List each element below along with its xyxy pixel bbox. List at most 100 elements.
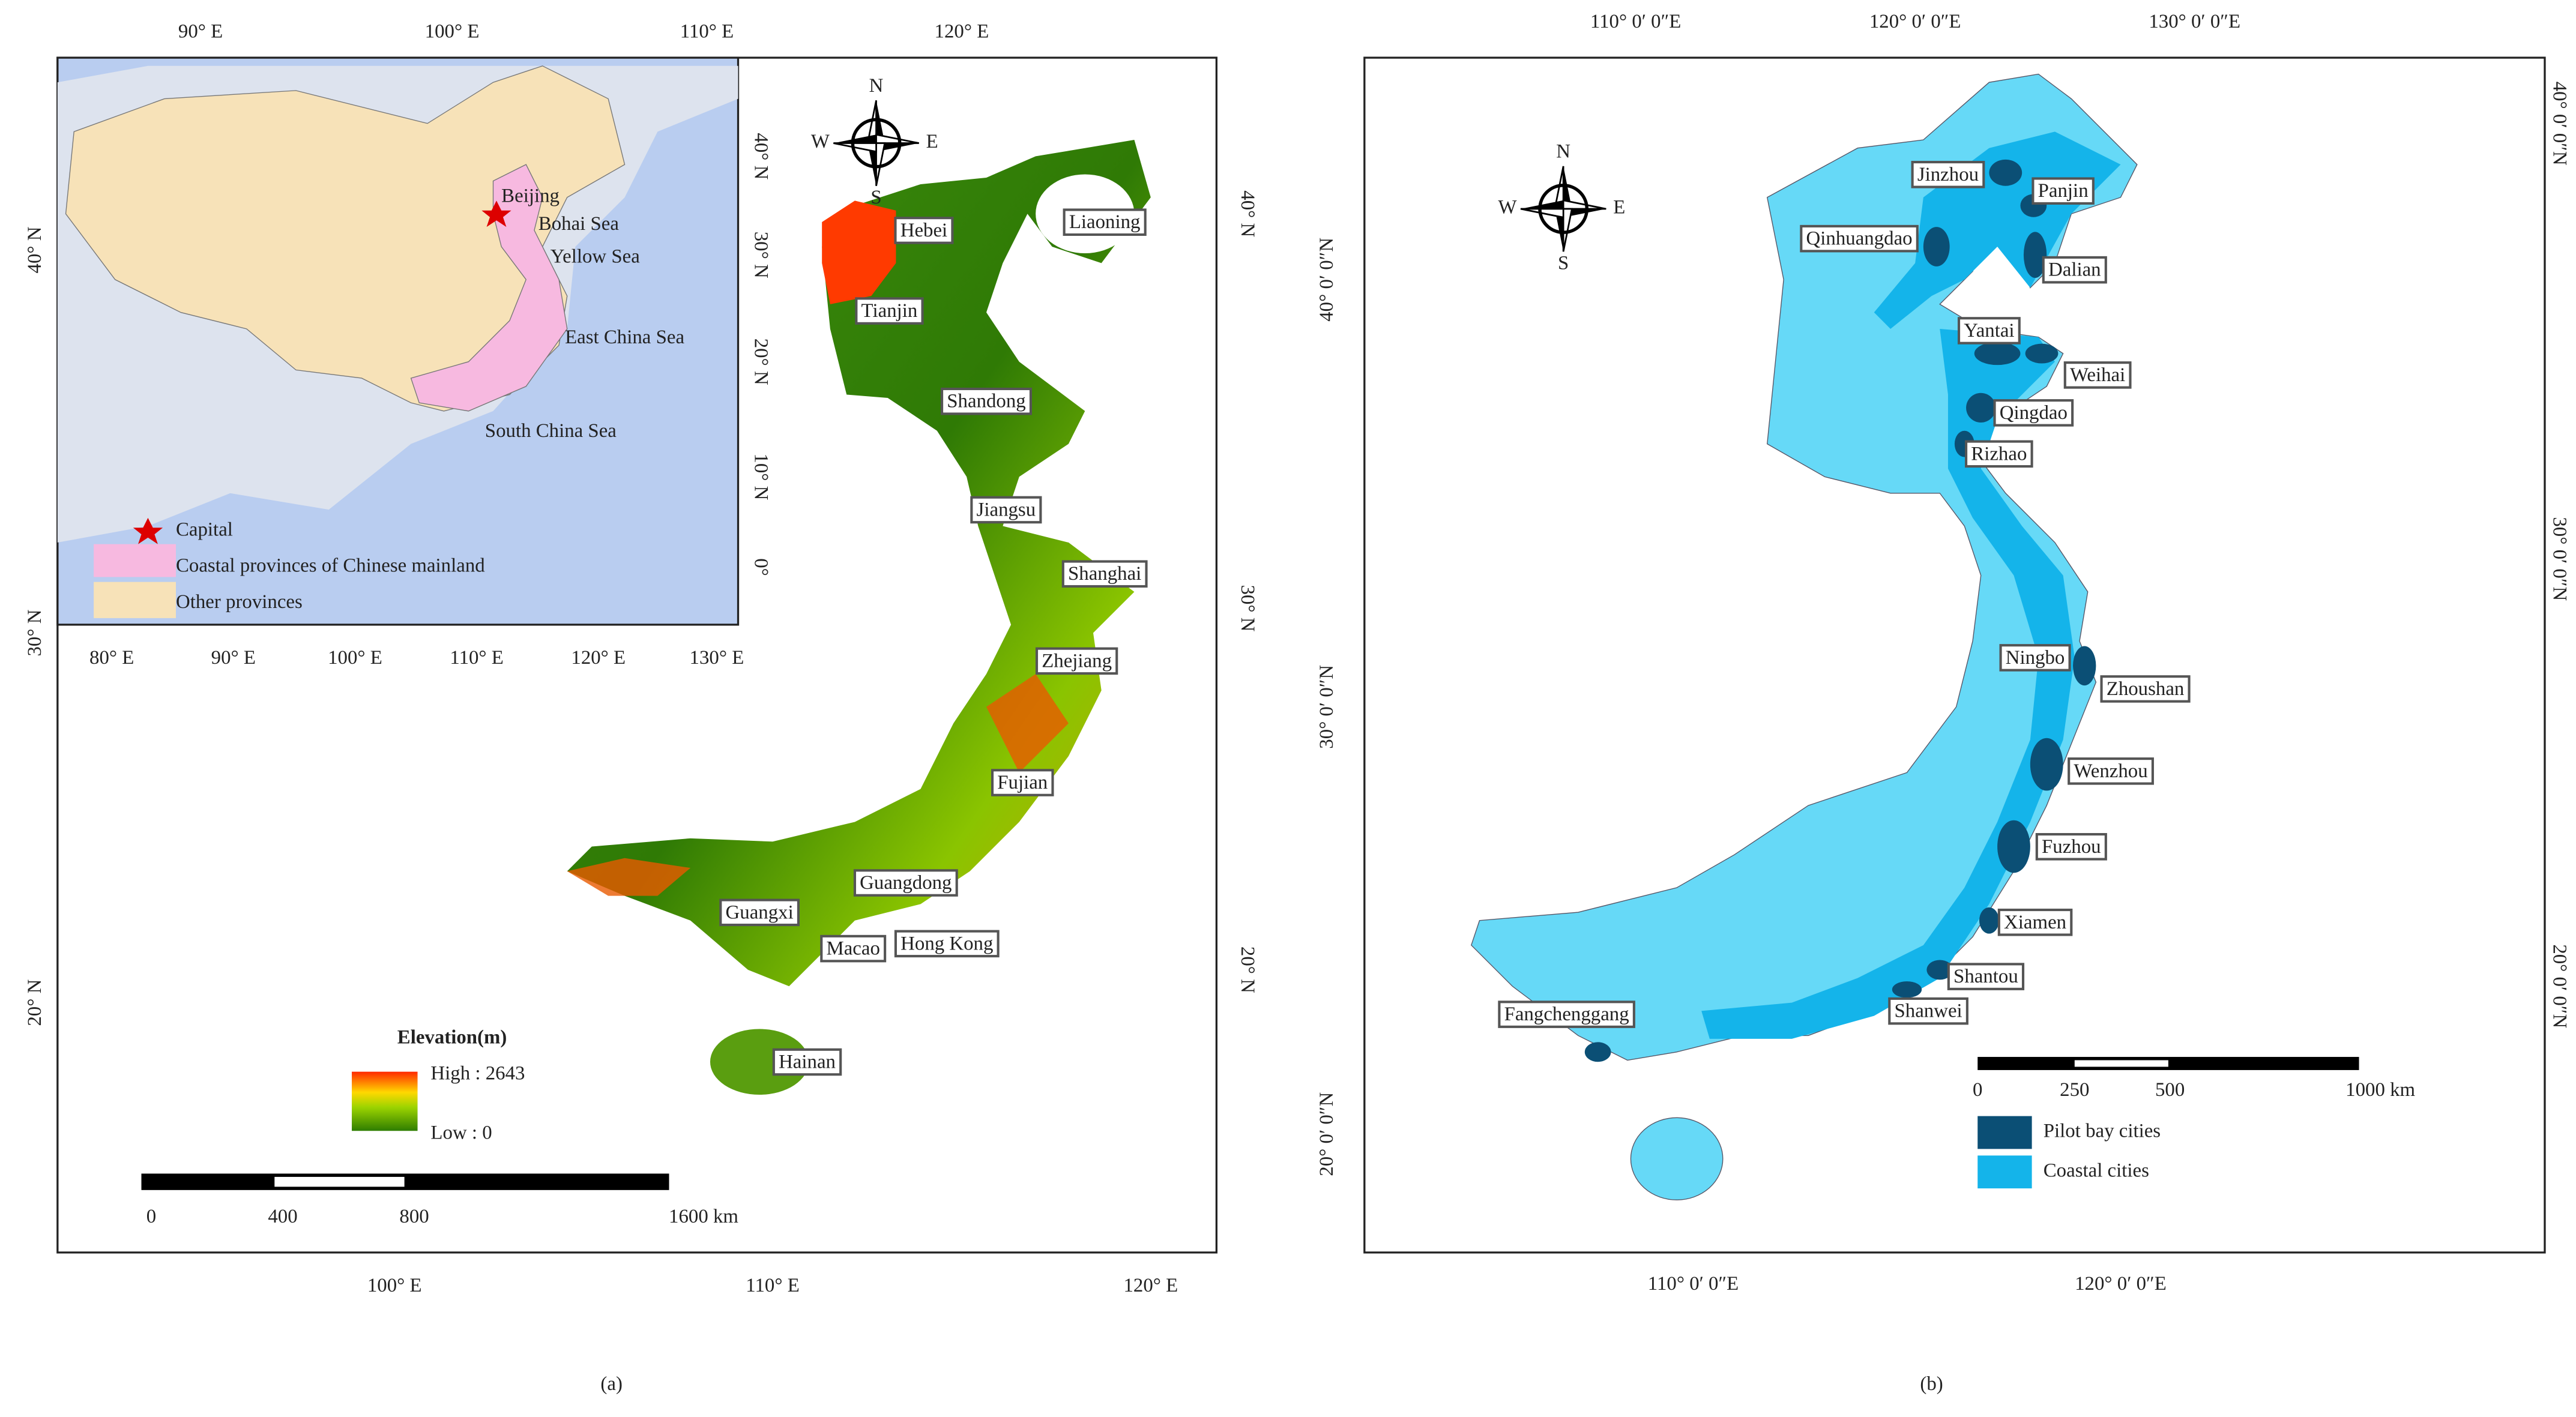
lon-label: 120° E [1123,1275,1178,1296]
lat-label: 30° N [24,610,46,657]
label-box [1498,1000,1635,1028]
lon-label: 110° 0′ 0″E [1648,1273,1739,1295]
lat-label: 40° N [750,133,772,179]
lon-label: 90° E [178,21,223,43]
place-label: Fujian [997,772,1048,793]
lon-label: 110° E [746,1275,800,1296]
compass [833,100,920,186]
map-frame [1363,56,2546,1254]
place-label: Panjin [2038,180,2089,202]
label-box [1993,399,2074,427]
caption: (a) [600,1373,622,1395]
lon-label: 120° E [571,647,626,669]
place-label: Jiangsu [977,499,1036,520]
legend-label: Capital [176,519,233,540]
elevation-ramp [352,1071,418,1131]
compass-letter: S [1558,253,1569,274]
compass-letter: E [1613,197,1625,218]
place-label: Guangdong [860,872,952,894]
legend-swatch [1977,1155,2032,1189]
label-box [1965,440,2033,468]
lon-label: 110° E [680,21,734,43]
lat-label: 20° N [1237,946,1258,993]
label-box [1999,644,2071,672]
lat-label: 0° [750,558,772,576]
label-box [991,769,1054,796]
sea-label: East China Sea [565,326,684,348]
place-label: Liaoning [1069,211,1141,233]
scale-bar [141,1173,669,1190]
label-box [853,869,958,897]
legend-label: Other provinces [176,591,303,613]
scale-bar [2074,1060,2168,1067]
label-box [2035,833,2107,861]
compass-letter: S [870,187,881,208]
place-label: Ningbo [2006,647,2065,669]
lon-label: 130° E [690,647,744,669]
lon-label: 120° E [935,21,989,43]
place-label: Yantai [1964,320,2014,341]
hainan [710,1029,809,1095]
compass-letter: N [869,75,884,97]
lon-label: 130° 0′ 0″E [2149,11,2240,32]
place-label: Shanwei [1895,1000,1962,1022]
coastal-provinces [410,164,568,412]
place-label: Shantou [1953,966,2018,987]
lat-label: 30° 0′ 0″N [1316,665,1338,749]
place-label: Hebei [900,220,947,241]
lon-label: 120° 0′ 0″E [1869,11,1961,32]
place-label: Guangxi [726,901,794,923]
place-label: Xiamen [2004,912,2066,933]
label-box [1061,560,1148,588]
sea-label: Yellow Sea [550,246,641,268]
lon-label: 100° E [328,647,382,669]
label-box [1800,224,1919,253]
lon-label: 110° E [450,647,504,669]
scale-label: 1000 km [2345,1079,2415,1101]
legend-swatch [1977,1116,2032,1149]
scale-label: 800 [399,1206,429,1227]
place-label: Shanghai [1068,563,1141,585]
hainan [1630,1117,1724,1200]
scale-label: 1600 km [669,1206,738,1227]
label-box [1957,317,2021,344]
place-label: Fuzhou [2042,836,2101,858]
lon-label: 90° E [211,647,256,669]
legend-swatch [94,544,176,577]
label-box [1888,997,1968,1025]
lat-label: 10° N [750,453,772,500]
label-box [2032,177,2095,205]
lat-label: 20° N [750,338,772,385]
scale-label: 500 [2155,1079,2185,1101]
compass-letter: E [926,131,938,152]
compass-letter: W [1498,197,1517,218]
scale-label: 400 [268,1206,297,1227]
legend-label: High : 2643 [430,1063,525,1085]
place-label: Zhejiang [1042,650,1112,672]
label-box [1035,647,1118,675]
label-box [772,1048,842,1076]
label-box [1997,908,2073,936]
high-elevation [567,673,1069,896]
legend-label: Pilot bay cities [2044,1121,2161,1142]
place-label: Hainan [779,1051,836,1073]
place-label: Qingdao [2000,402,2068,424]
lat-label: 20° 0′ 0″N [1316,1092,1338,1176]
lat-label: 40° N [1237,190,1258,237]
label-box [970,496,1042,524]
lat-label: 30° N [750,232,772,278]
label-box [2063,361,2132,389]
compass-letter: W [811,131,830,152]
label-box [1911,161,1985,188]
place-label: Rizhao [1971,443,2027,465]
label-box [1063,208,1147,236]
label-box [2068,757,2154,785]
lat-label: 40° 0′ 0″N [1316,238,1338,322]
lon-label: 110° 0′ 0″E [1590,11,1681,32]
lat-label: 40° 0′ 0″N [2548,82,2570,166]
lon-label: 100° E [367,1275,422,1296]
capital-star [481,200,511,227]
place-label: Jinzhou [1917,164,1979,185]
place-label: Fangchenggang [1504,1003,1629,1025]
